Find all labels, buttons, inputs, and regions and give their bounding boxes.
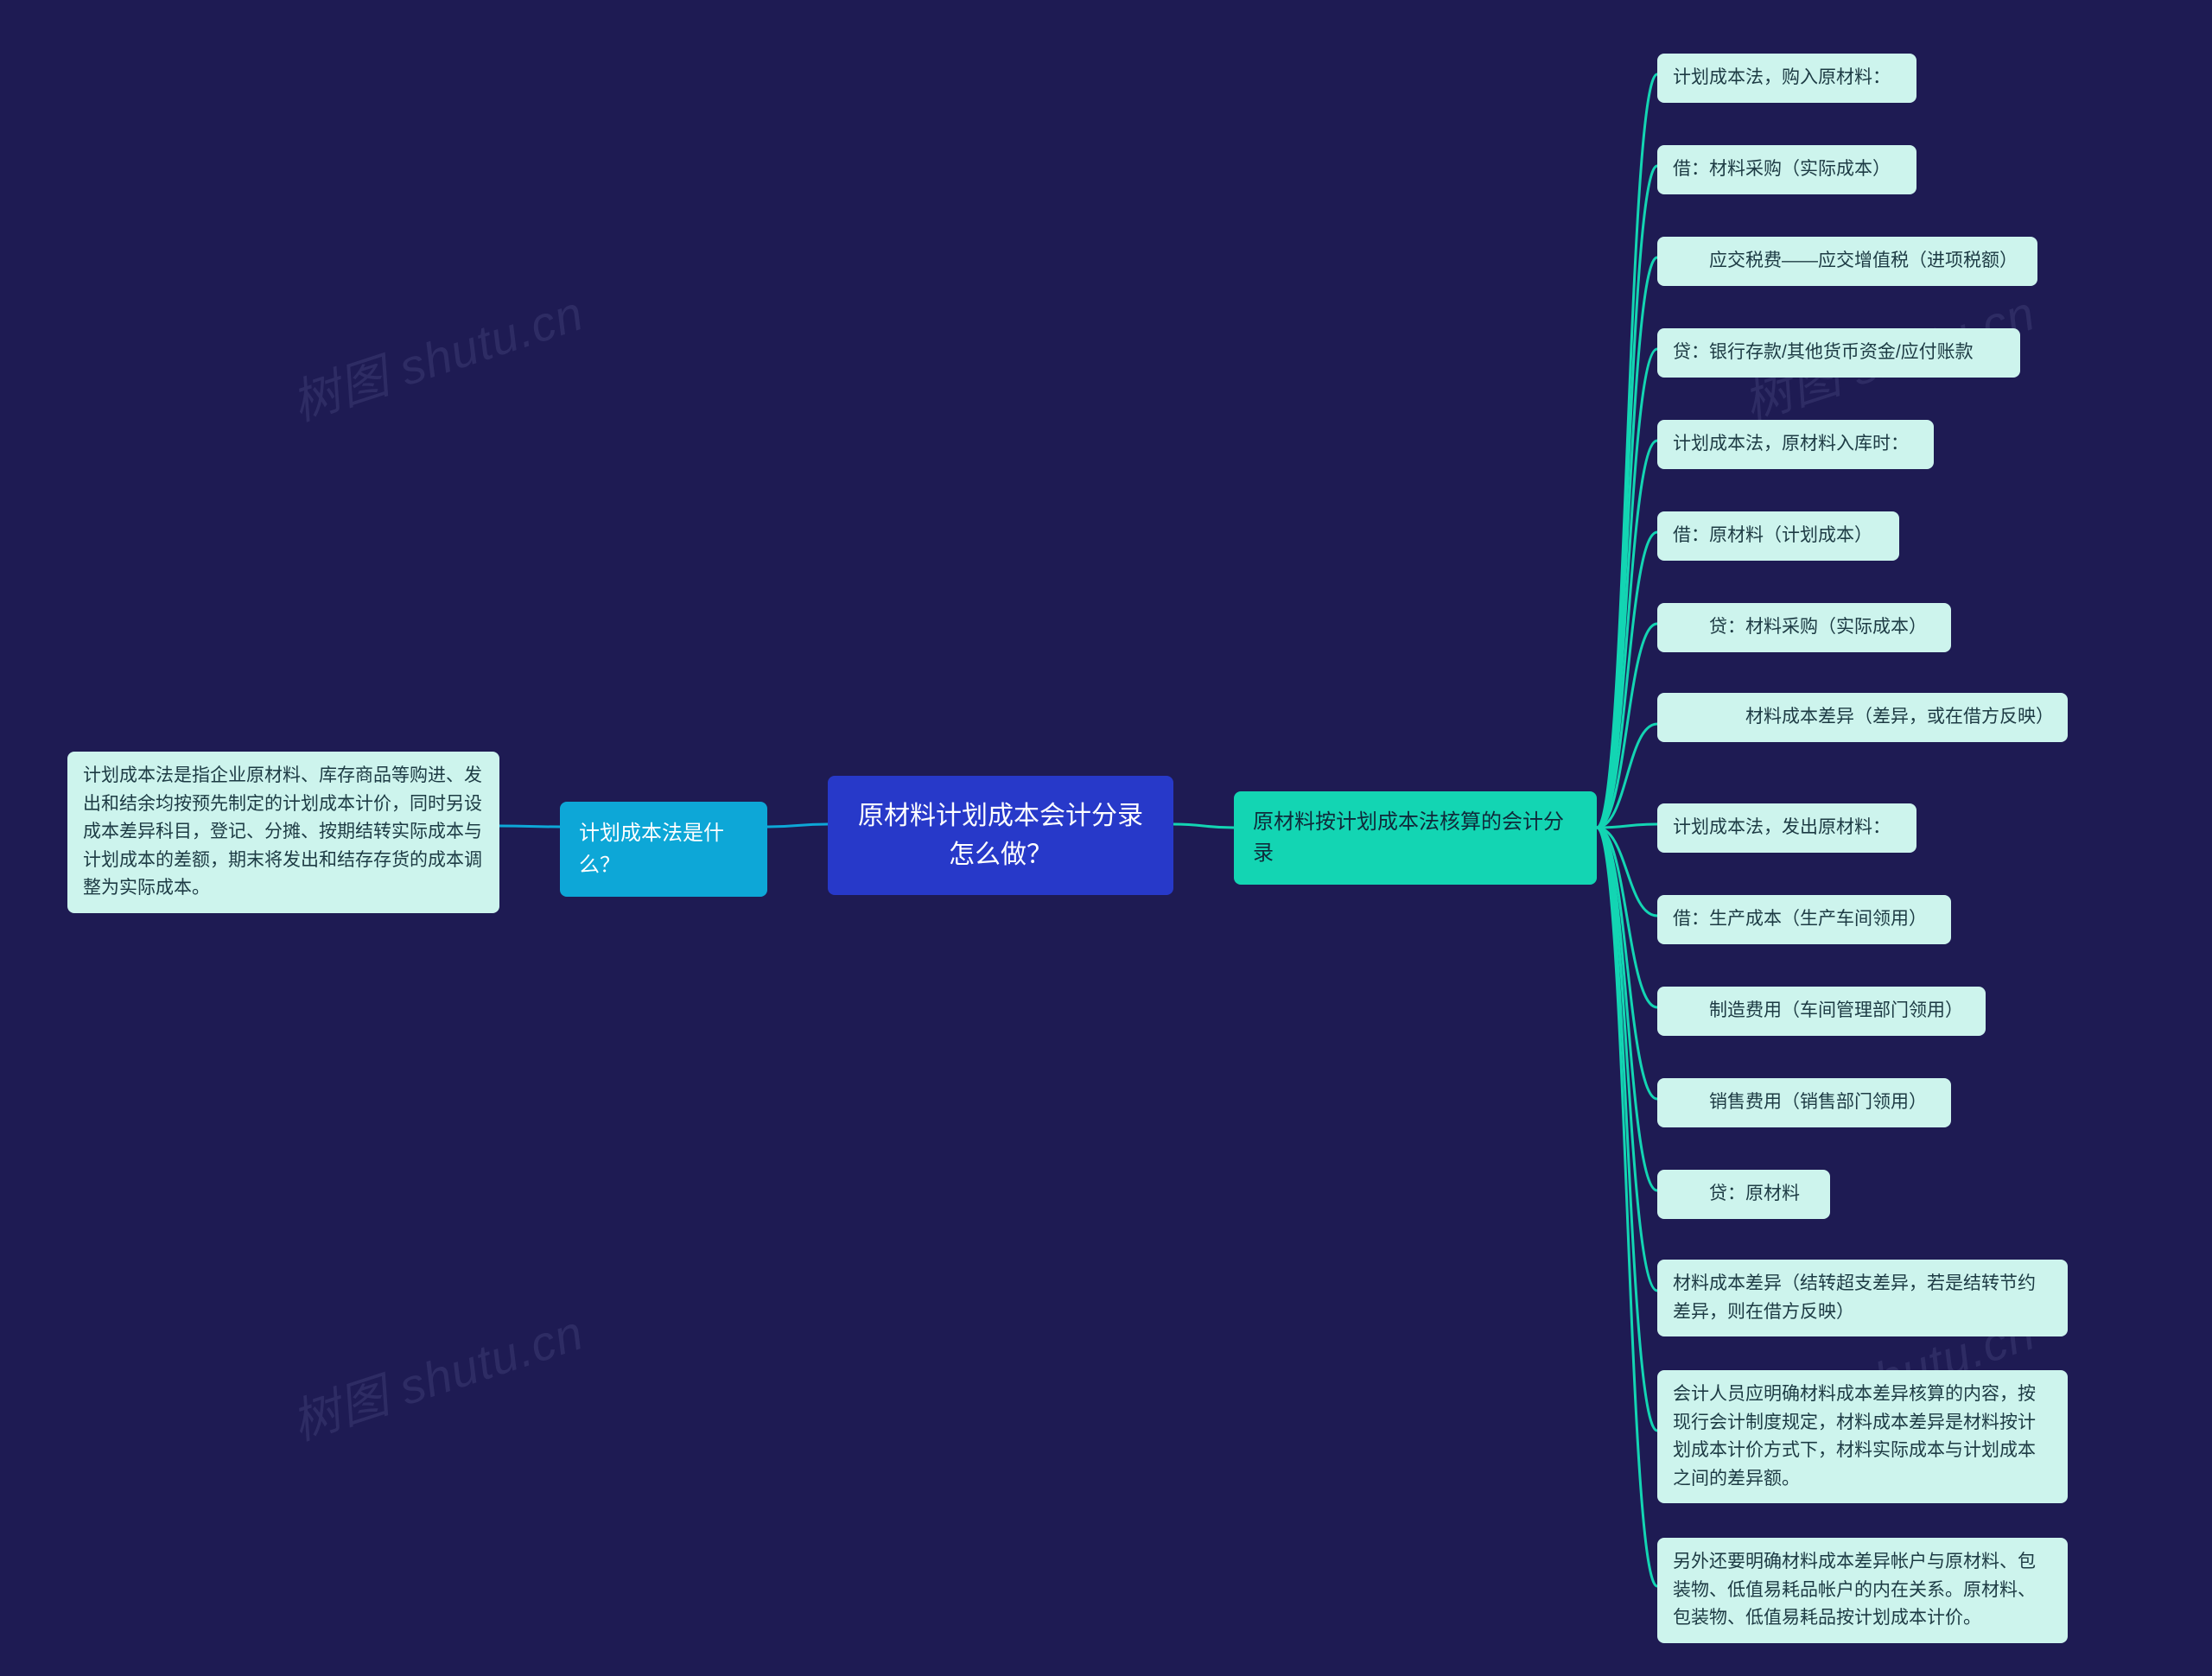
watermark: 树图 shutu.cn xyxy=(282,1294,591,1454)
right-branch-line2: 录 xyxy=(1253,841,1274,865)
right-leaf-node: 销售费用（销售部门领用） xyxy=(1657,1078,1951,1127)
right-leaf-node: 贷：原材料 xyxy=(1657,1170,1830,1219)
right-leaf-node: 贷：材料采购（实际成本） xyxy=(1657,603,1951,652)
root-node: 原材料计划成本会计分录 怎么做？ xyxy=(828,776,1173,895)
right-leaf-node: 应交税费——应交增值税（进项税额） xyxy=(1657,237,2037,286)
right-leaf-node: 计划成本法，原材料入库时： xyxy=(1657,420,1934,469)
right-branch-node: 原材料按计划成本法核算的会计分 录 xyxy=(1234,791,1597,885)
right-leaf-node: 会计人员应明确材料成本差异核算的内容，按现行会计制度规定，材料成本差异是材料按计… xyxy=(1657,1370,2068,1503)
right-leaf-node: 贷：银行存款/其他货币资金/应付账款 xyxy=(1657,328,2020,378)
right-leaf-node: 另外还要明确材料成本差异帐户与原材料、包装物、低值易耗品帐户的内在关系。原材料、… xyxy=(1657,1538,2068,1643)
left-branch-node: 计划成本法是什么？ xyxy=(560,802,767,897)
left-leaf-text: 计划成本法是指企业原材料、库存商品等购进、发出和结余均按预先制定的计划成本计价，… xyxy=(83,765,482,898)
watermark: 树图 shutu.cn xyxy=(282,275,591,435)
right-leaf-node: 借：材料采购（实际成本） xyxy=(1657,145,1916,194)
left-branch-label: 计划成本法是什么？ xyxy=(579,822,724,877)
right-leaf-node: 计划成本法，购入原材料： xyxy=(1657,54,1916,103)
right-leaf-node: 材料成本差异（结转超支差异，若是结转节约差异，则在借方反映） xyxy=(1657,1260,2068,1336)
right-leaf-node: 材料成本差异（差异，或在借方反映） xyxy=(1657,693,2068,742)
right-branch-line1: 原材料按计划成本法核算的会计分 xyxy=(1253,810,1564,834)
left-leaf-node: 计划成本法是指企业原材料、库存商品等购进、发出和结余均按预先制定的计划成本计价，… xyxy=(67,752,499,913)
right-leaf-node: 借：生产成本（生产车间领用） xyxy=(1657,895,1951,944)
root-line2: 怎么做？ xyxy=(949,841,1052,869)
right-leaf-node: 计划成本法，发出原材料： xyxy=(1657,803,1916,853)
right-leaf-node: 借：原材料（计划成本） xyxy=(1657,511,1899,561)
right-leaf-node: 制造费用（车间管理部门领用） xyxy=(1657,987,1986,1036)
root-line1: 原材料计划成本会计分录 xyxy=(858,802,1143,830)
